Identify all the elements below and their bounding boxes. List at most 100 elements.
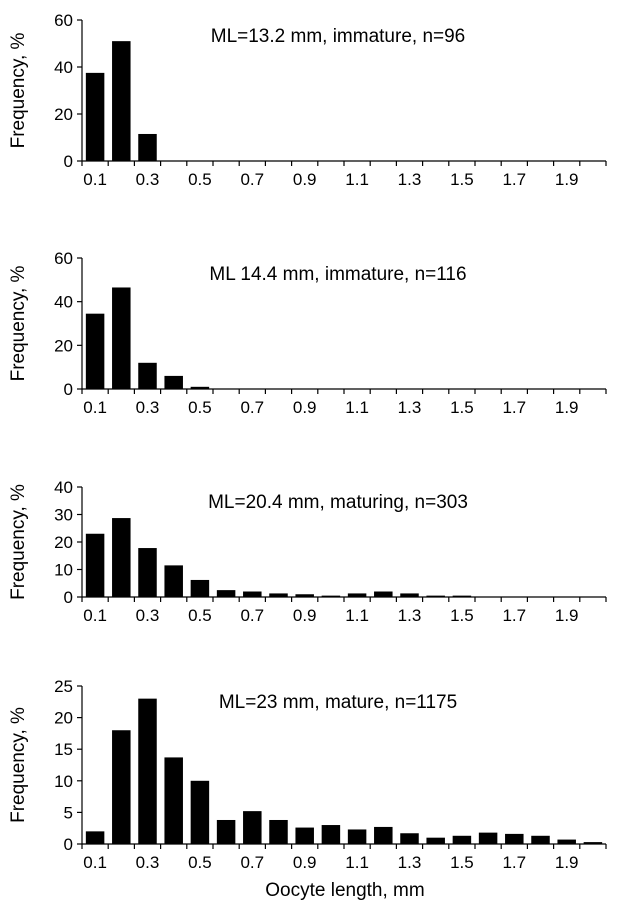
- x-tick-label: 0.1: [83, 853, 107, 872]
- y-tick-label: 5: [64, 803, 73, 822]
- x-tick-label: 1.3: [398, 170, 422, 189]
- bar: [295, 827, 314, 844]
- y-tick-label: 0: [64, 835, 73, 854]
- bar: [374, 826, 393, 844]
- bar: [112, 730, 131, 844]
- x-tick-label: 0.3: [136, 606, 160, 625]
- x-tick-label: 1.1: [345, 853, 369, 872]
- y-tick-label: 40: [54, 293, 73, 312]
- x-tick-label: 0.7: [240, 398, 264, 417]
- y-tick-label: 0: [64, 152, 73, 171]
- bar: [557, 839, 576, 844]
- x-tick-label: 0.9: [293, 170, 317, 189]
- x-tick-label: 1.5: [450, 170, 474, 189]
- bar: [426, 837, 445, 844]
- y-tick-label: 20: [54, 336, 73, 355]
- bar: [164, 565, 183, 597]
- bar: [112, 41, 131, 161]
- bar: [85, 72, 105, 161]
- x-tick-label: 1.1: [345, 606, 369, 625]
- x-tick-label: 1.9: [555, 398, 579, 417]
- y-axis-label: Frequency, %: [8, 265, 29, 381]
- bar: [295, 594, 314, 597]
- bar: [400, 593, 419, 597]
- bar: [190, 386, 210, 389]
- x-tick-label: 0.3: [136, 398, 160, 417]
- x-tick-label: 0.9: [293, 606, 317, 625]
- bar: [243, 591, 262, 597]
- x-tick-label: 1.9: [555, 853, 579, 872]
- bar: [321, 595, 341, 597]
- bar: [138, 698, 157, 844]
- bar: [583, 842, 603, 844]
- x-axis-label: Oocyte length, mm: [265, 880, 424, 901]
- y-tick-label: 0: [64, 380, 73, 399]
- y-tick-label: 30: [54, 506, 73, 525]
- x-tick-label: 0.9: [293, 853, 317, 872]
- y-tick-label: 10: [54, 561, 73, 580]
- chart-title: ML=13.2 mm, immature, n=96: [211, 26, 466, 47]
- bar: [269, 593, 288, 597]
- x-tick-label: 0.1: [83, 170, 107, 189]
- x-tick-label: 0.5: [188, 606, 212, 625]
- bar: [452, 835, 472, 844]
- y-tick-label: 25: [54, 677, 73, 696]
- x-tick-label: 0.7: [240, 170, 264, 189]
- y-axis-label: Frequency, %: [8, 32, 29, 148]
- bar: [426, 595, 445, 597]
- x-tick-label: 1.7: [502, 170, 526, 189]
- y-tick-label: 20: [54, 709, 73, 728]
- x-tick-label: 1.7: [502, 853, 526, 872]
- x-tick-label: 0.7: [240, 606, 264, 625]
- x-tick-label: 1.1: [345, 170, 369, 189]
- bar: [138, 133, 157, 161]
- bar: [452, 595, 472, 597]
- x-tick-label: 0.5: [188, 398, 212, 417]
- x-tick-label: 0.1: [83, 606, 107, 625]
- bar: [478, 832, 498, 844]
- x-tick-label: 1.7: [502, 606, 526, 625]
- y-tick-label: 20: [54, 533, 73, 552]
- bar: [347, 593, 367, 597]
- bar: [190, 780, 210, 844]
- y-tick-label: 20: [54, 105, 73, 124]
- bar: [321, 825, 341, 844]
- x-tick-label: 0.1: [83, 398, 107, 417]
- x-tick-label: 0.9: [293, 398, 317, 417]
- y-tick-label: 0: [64, 588, 73, 607]
- bar: [269, 819, 288, 844]
- y-tick-label: 15: [54, 740, 73, 759]
- chart-title: ML 14.4 mm, immature, n=116: [209, 264, 466, 285]
- bar: [164, 375, 183, 389]
- x-tick-label: 1.3: [398, 853, 422, 872]
- x-tick-label: 1.5: [450, 398, 474, 417]
- y-tick-label: 40: [54, 478, 73, 497]
- bar: [505, 833, 524, 844]
- x-tick-label: 0.3: [136, 170, 160, 189]
- x-tick-label: 1.9: [555, 606, 579, 625]
- x-tick-label: 1.3: [398, 398, 422, 417]
- y-axis-label: Frequency, %: [8, 484, 29, 600]
- bar: [190, 579, 210, 597]
- bar: [531, 835, 550, 844]
- bar: [112, 287, 131, 389]
- bar: [138, 362, 157, 389]
- x-tick-label: 1.7: [502, 398, 526, 417]
- bar: [347, 829, 367, 844]
- x-tick-label: 1.1: [345, 398, 369, 417]
- x-tick-label: 1.5: [450, 853, 474, 872]
- bar: [85, 313, 105, 389]
- chart-title: ML=23 mm, mature, n=1175: [219, 692, 457, 713]
- x-tick-label: 0.7: [240, 853, 264, 872]
- bar: [164, 757, 183, 844]
- bar: [138, 548, 157, 597]
- bar: [216, 819, 236, 844]
- x-tick-label: 0.3: [136, 853, 160, 872]
- y-tick-label: 60: [54, 249, 73, 268]
- x-tick-label: 1.9: [555, 170, 579, 189]
- bar: [112, 518, 131, 597]
- y-tick-label: 60: [54, 11, 73, 30]
- x-tick-label: 0.5: [188, 170, 212, 189]
- bar: [216, 590, 236, 597]
- chart-title: ML=20.4 mm, maturing, n=303: [208, 492, 468, 513]
